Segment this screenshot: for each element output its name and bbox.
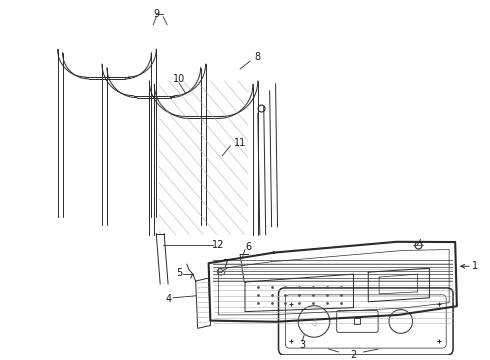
Text: 6: 6 [245, 242, 251, 252]
Text: ☃: ☃ [310, 319, 318, 328]
Text: 2: 2 [350, 350, 357, 360]
FancyBboxPatch shape [337, 311, 378, 332]
FancyBboxPatch shape [286, 295, 446, 348]
Text: 7: 7 [222, 259, 228, 269]
Text: 5: 5 [176, 268, 182, 278]
Text: 10: 10 [173, 74, 185, 84]
Text: 3: 3 [299, 340, 305, 350]
Circle shape [389, 310, 413, 333]
FancyBboxPatch shape [278, 288, 453, 355]
Text: 11: 11 [234, 138, 246, 148]
Text: 9: 9 [153, 9, 159, 19]
Text: 4: 4 [166, 294, 172, 304]
Text: 8: 8 [255, 52, 261, 62]
Text: 12: 12 [212, 239, 224, 249]
Text: 1: 1 [472, 261, 478, 271]
Circle shape [298, 306, 330, 337]
